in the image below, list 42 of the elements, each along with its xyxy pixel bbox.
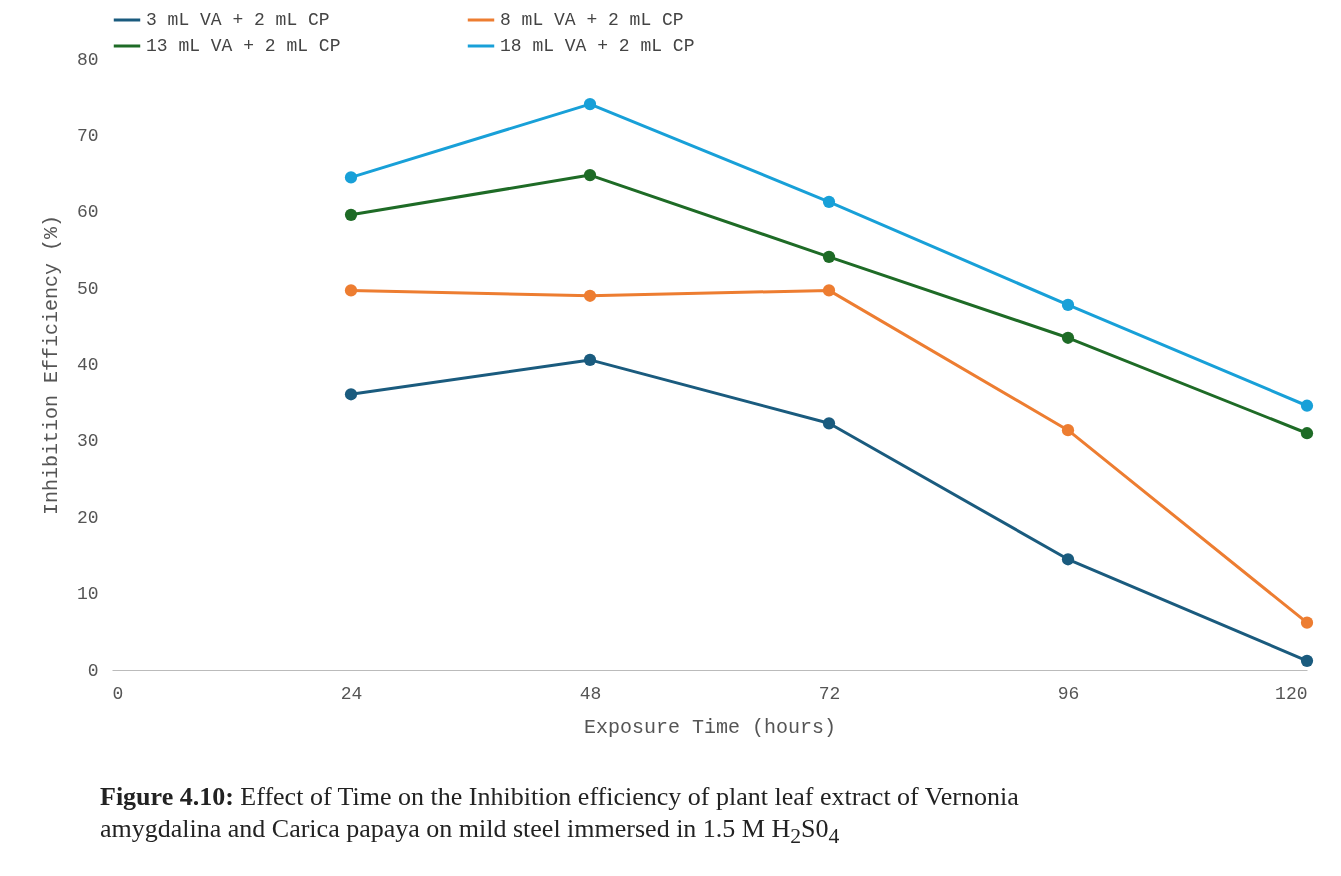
y-axis-title: Inhibition Efficiency (%) (39, 214, 63, 516)
point (1061, 331, 1075, 344)
x-tick-label: 48 (579, 683, 602, 704)
legend-label: 3 mL VA + 2 mL CP (146, 10, 330, 30)
point (583, 168, 597, 182)
x-axis-title: Exposure Time (hours) (583, 715, 837, 739)
y-tick-label: 10 (76, 584, 99, 605)
point (344, 171, 358, 184)
point (822, 250, 836, 263)
y-tick-label: 80 (76, 49, 99, 70)
point (1061, 298, 1075, 312)
x-tick-label: 96 (1057, 683, 1080, 704)
y-tick-label: 40 (76, 355, 99, 375)
point (1300, 427, 1314, 440)
point (344, 208, 358, 221)
y-tick-label: 20 (76, 507, 99, 528)
point (1300, 616, 1314, 629)
point (583, 97, 597, 111)
y-tick-label: 30 (76, 431, 99, 452)
point (822, 195, 836, 208)
legend-label: 13 mL VA + 2 mL CP (146, 36, 341, 56)
legend-label: 8 mL VA + 2 mL CP (500, 10, 684, 30)
point (583, 289, 597, 302)
y-tick-label: 50 (76, 278, 99, 299)
x-tick-label: 24 (340, 683, 363, 704)
point (344, 388, 358, 401)
point (583, 353, 597, 367)
point (822, 284, 836, 297)
y-tick-label: 70 (76, 125, 99, 146)
caption: Figure 4.10: Effect of Time on the Inhibition efficiency of plant leaf extract of Vernonia amygdalina and Carica papaya on mild steel immersed in 1.5 M H$_{2}$S0$_{4}$ (100, 781, 1020, 851)
point (1300, 654, 1314, 667)
x-tick-label: 72 (818, 683, 841, 704)
x-tick-label: 0 (112, 683, 124, 704)
point (1300, 399, 1314, 412)
y-tick-label: 60 (76, 202, 99, 223)
point (822, 417, 836, 430)
point (344, 284, 358, 297)
x-tick-label: 120 (1275, 683, 1308, 704)
point (1061, 424, 1075, 437)
legend-label: 18 mL VA + 2 mL CP (500, 36, 695, 56)
y-tick-label: 0 (87, 660, 99, 681)
point (1061, 553, 1075, 566)
